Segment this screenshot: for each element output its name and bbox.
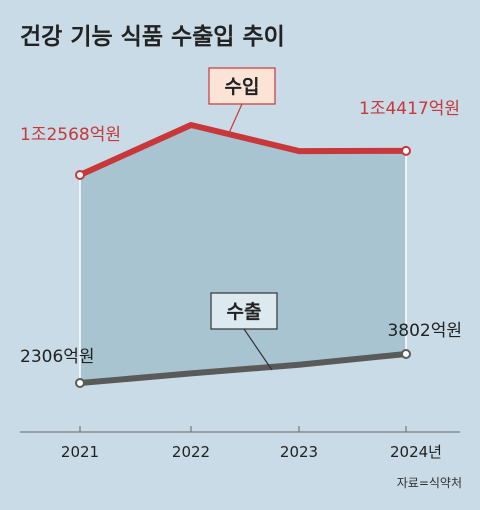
import-start-label: 1조2568억원 <box>20 125 121 145</box>
line-layer <box>75 122 411 388</box>
import-point <box>75 170 85 180</box>
import-series-line <box>78 122 407 178</box>
x-tick-label: 2024년 <box>390 443 442 461</box>
export-point <box>401 349 411 359</box>
import-end-label: 1조4417억원 <box>359 99 460 119</box>
x-axis: 2021 2022 2023 2024년 <box>20 426 460 461</box>
export-point <box>75 378 85 388</box>
export-tag-text: 수출 <box>227 301 262 323</box>
import-point <box>401 145 411 156</box>
import-tag-leader-line <box>228 103 243 134</box>
x-tick-label: 2021 <box>61 443 99 461</box>
export-tag-box <box>210 292 278 330</box>
export-tag-leader-line <box>243 328 273 371</box>
area-layer <box>79 125 407 383</box>
chart-title: 건강 기능 식품 수출입 추이 <box>20 24 285 50</box>
export-start-label: 2306억원 <box>20 347 95 367</box>
export-series-line <box>79 351 407 386</box>
x-tick-label: 2022 <box>172 443 210 461</box>
export-end-label: 3802억원 <box>387 321 462 341</box>
source-note: 자료=식약처 <box>397 475 462 490</box>
import-tag-text: 수입 <box>225 76 260 98</box>
gap-area <box>80 125 406 383</box>
import-tag-box <box>208 67 276 105</box>
x-tick-label: 2023 <box>280 443 318 461</box>
